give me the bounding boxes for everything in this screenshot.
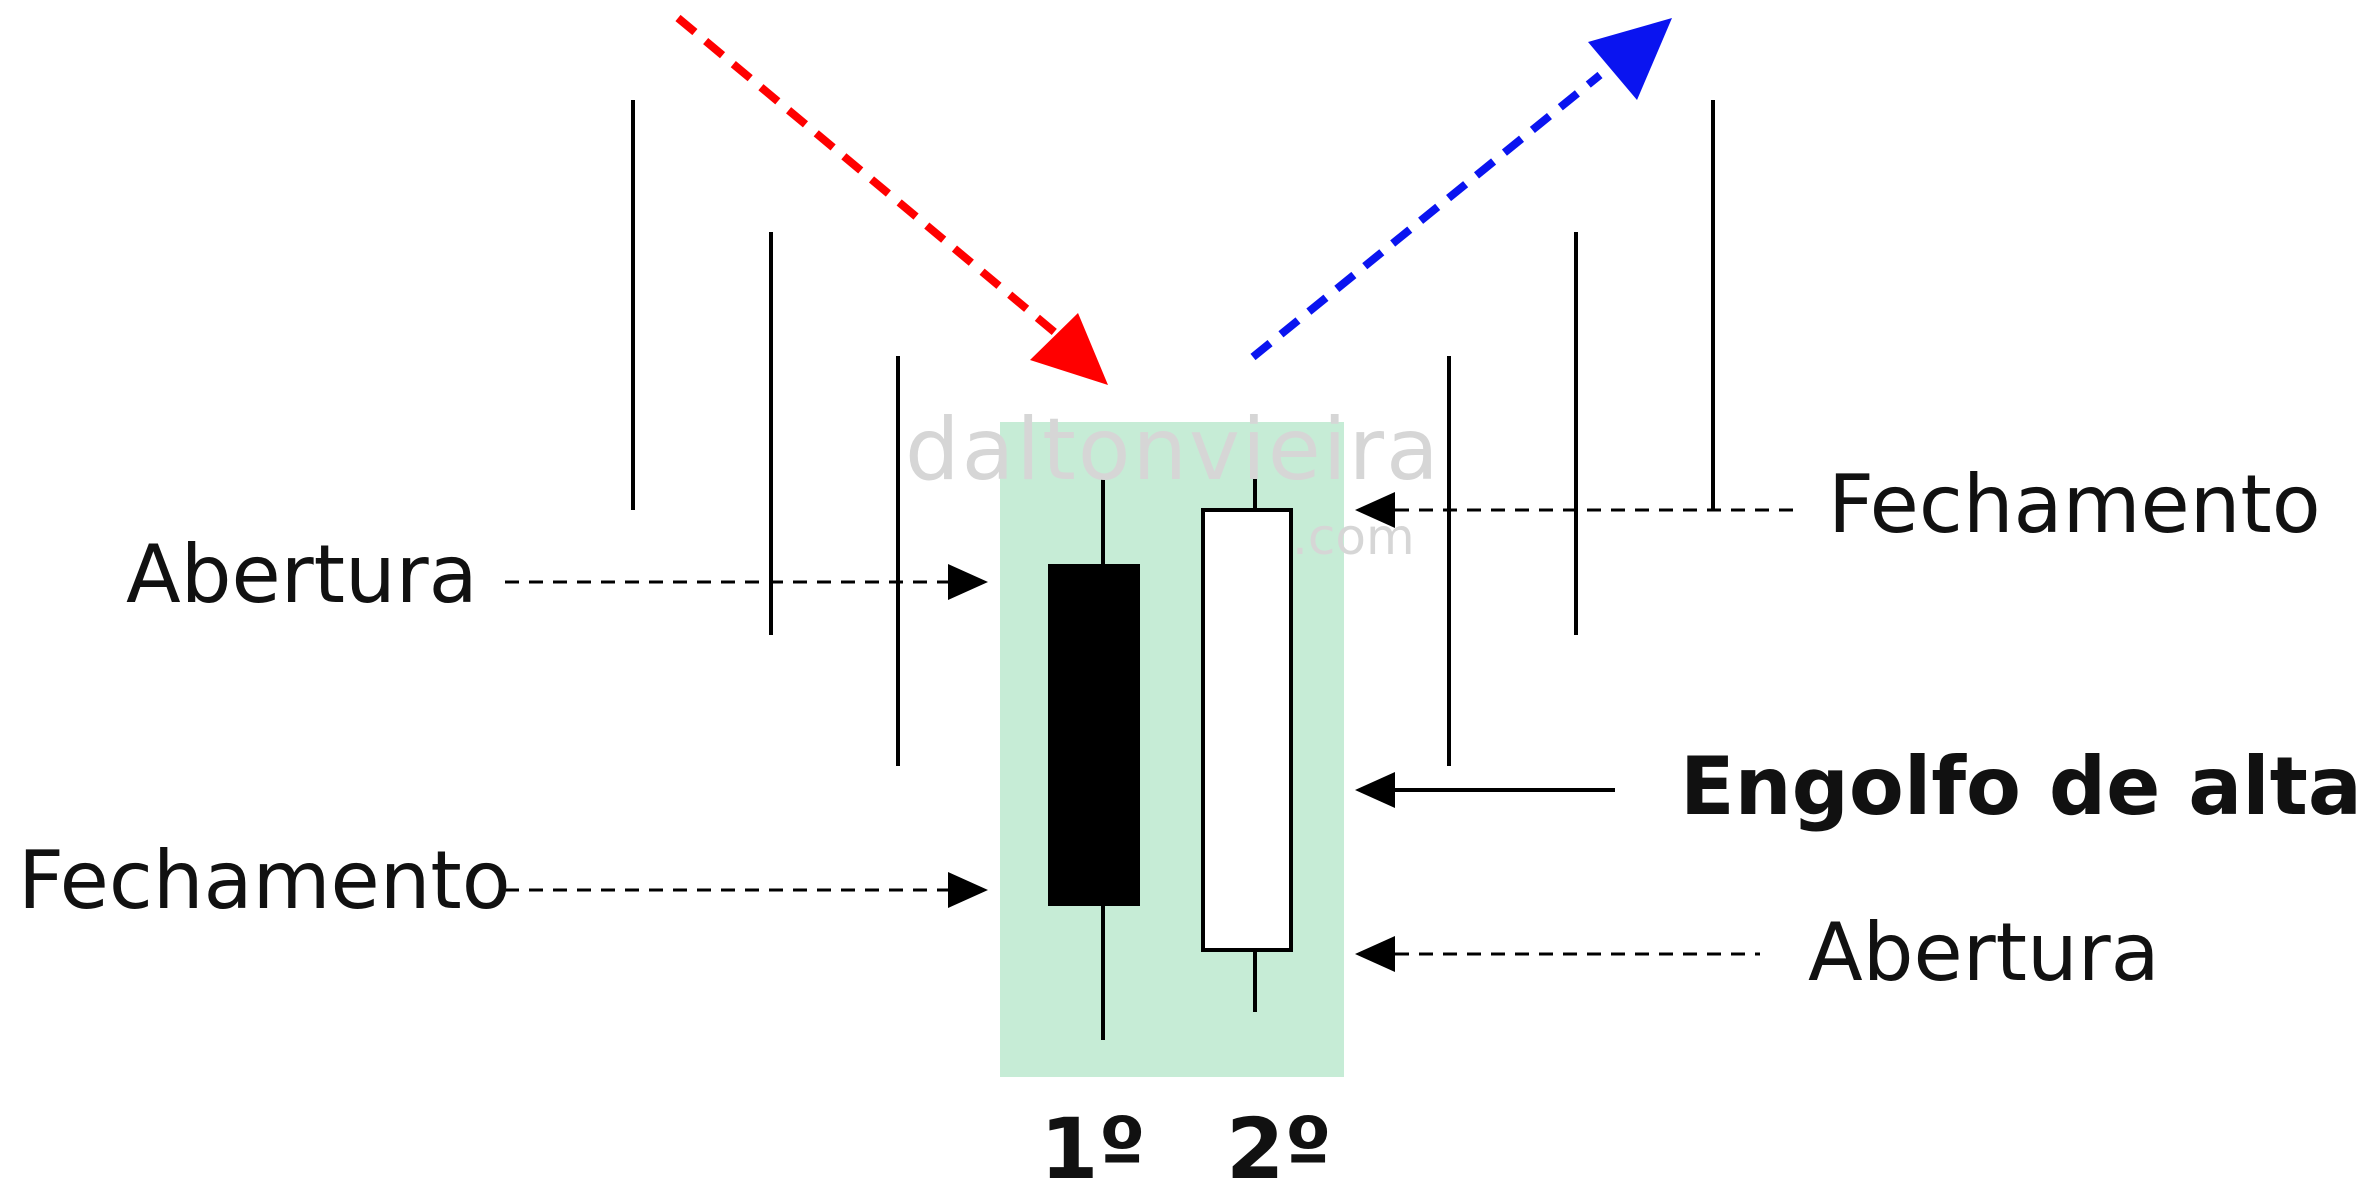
first-candle-body	[1048, 564, 1140, 906]
abertura-right-label: Abertura	[1808, 906, 2160, 999]
fechamento-left-label: Fechamento	[18, 834, 511, 927]
second-candle-body	[1201, 508, 1293, 952]
abertura-right-pointer	[1355, 936, 1760, 972]
up-trend-arrow-icon	[1250, 18, 1672, 361]
down-trend-arrow-icon	[675, 14, 1108, 385]
abertura-left-label: Abertura	[126, 528, 478, 621]
abertura-left-pointer	[505, 564, 988, 600]
second-candle-label: 2º	[1226, 1100, 1332, 1198]
watermark-domain: .com	[1292, 508, 1415, 566]
fechamento-left-pointer	[505, 872, 988, 908]
fechamento-right-label: Fechamento	[1828, 458, 2321, 551]
fechamento-right-pointer	[1355, 492, 1802, 528]
watermark-name: daltonvieira	[905, 400, 1441, 500]
engolfo-label: Engolfo de alta	[1680, 740, 2356, 833]
first-candle-label: 1º	[1040, 1100, 1146, 1198]
engolfo-pointer	[1355, 772, 1615, 808]
